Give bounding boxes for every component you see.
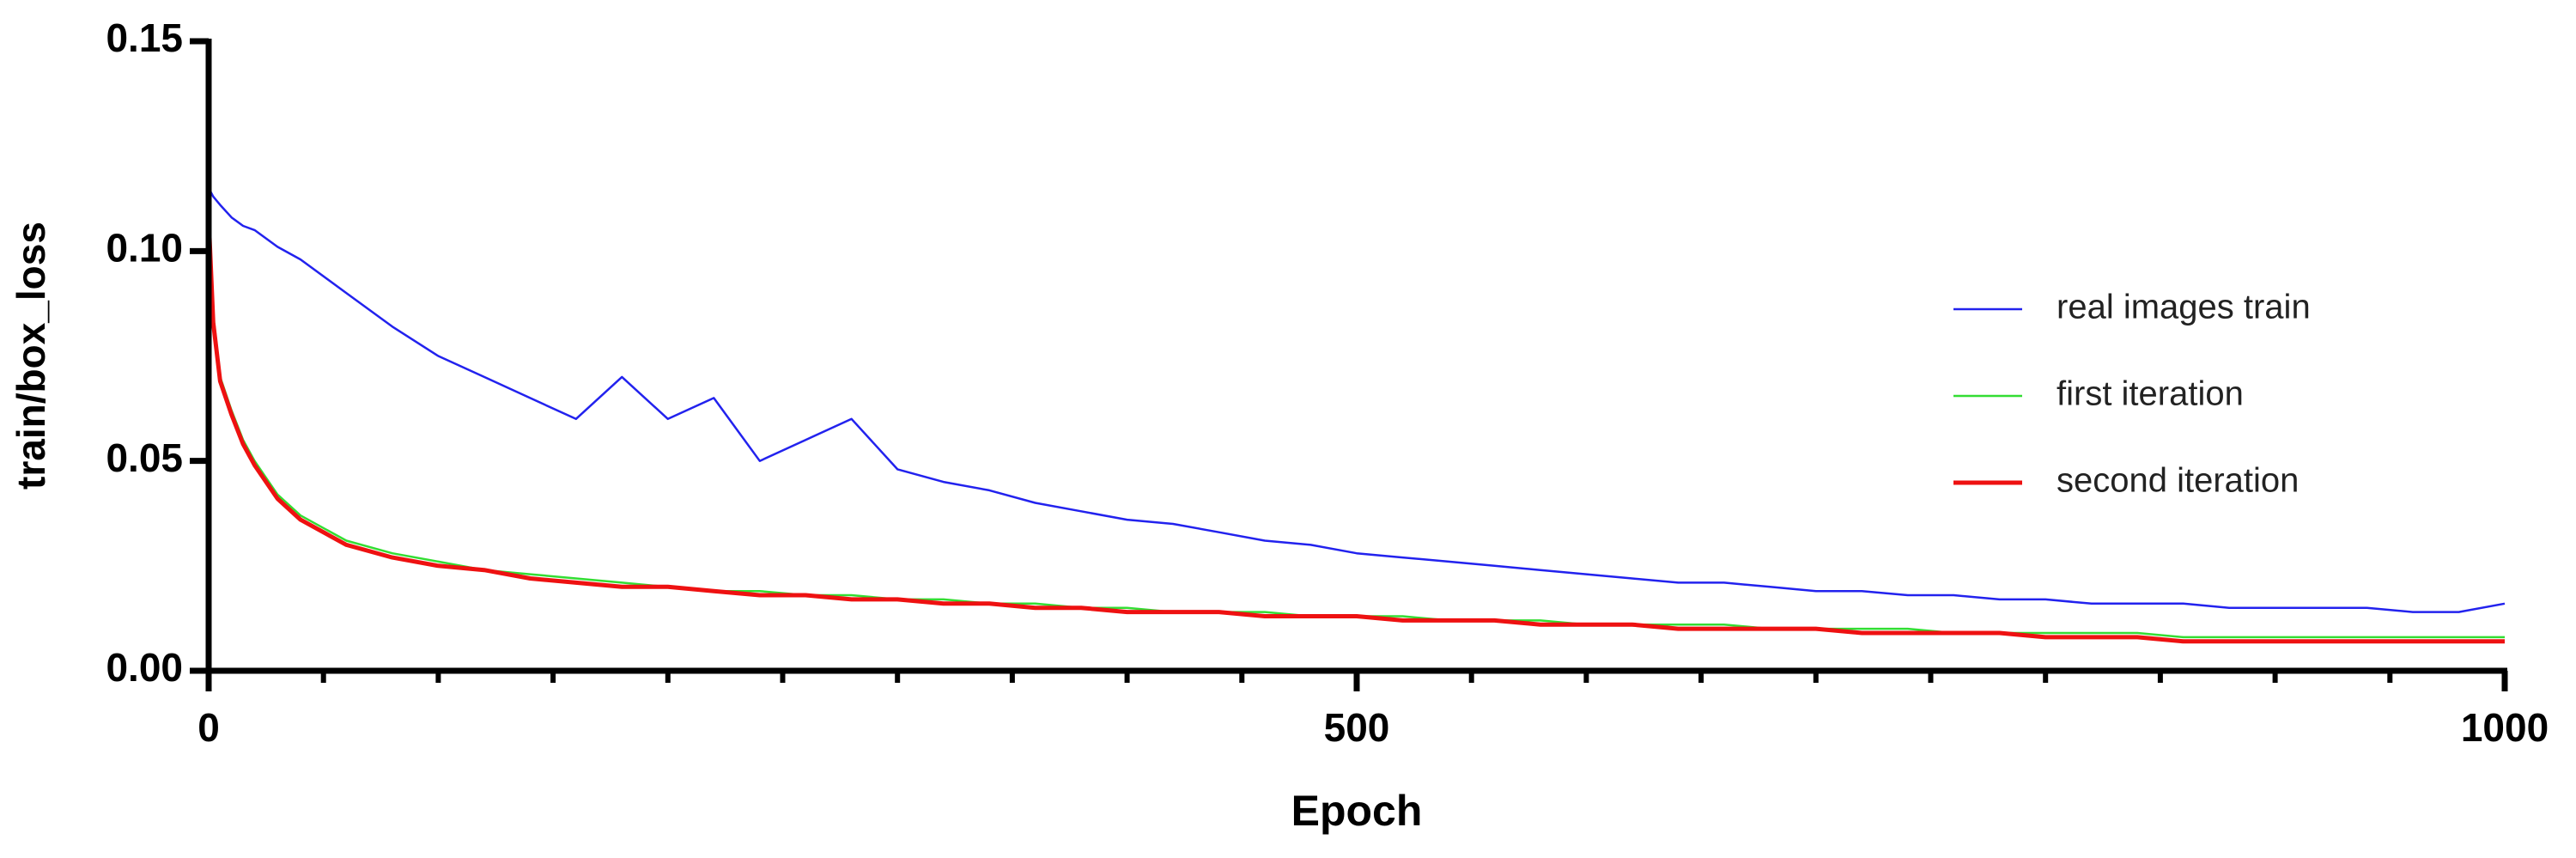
data-line [206, 217, 2505, 644]
x-axis-label: Epoch [1291, 787, 1423, 835]
y-axis-label: train/box_loss [9, 222, 53, 490]
legend-label: second iteration [2057, 462, 2299, 500]
legend-label: first iteration [2057, 375, 2244, 413]
y-tick-label: 0.00 [106, 645, 183, 690]
x-tick-label: 1000 [2461, 705, 2549, 750]
legend-label: real images train [2057, 289, 2311, 326]
data-line [207, 187, 2506, 613]
y-tick-label: 0.15 [106, 15, 183, 60]
y-tick-label: 0.10 [106, 225, 183, 270]
x-tick-label: 0 [197, 705, 220, 750]
x-tick-label: 500 [1324, 705, 1390, 750]
y-tick-label: 0.05 [106, 435, 183, 480]
data-line [207, 209, 2505, 639]
